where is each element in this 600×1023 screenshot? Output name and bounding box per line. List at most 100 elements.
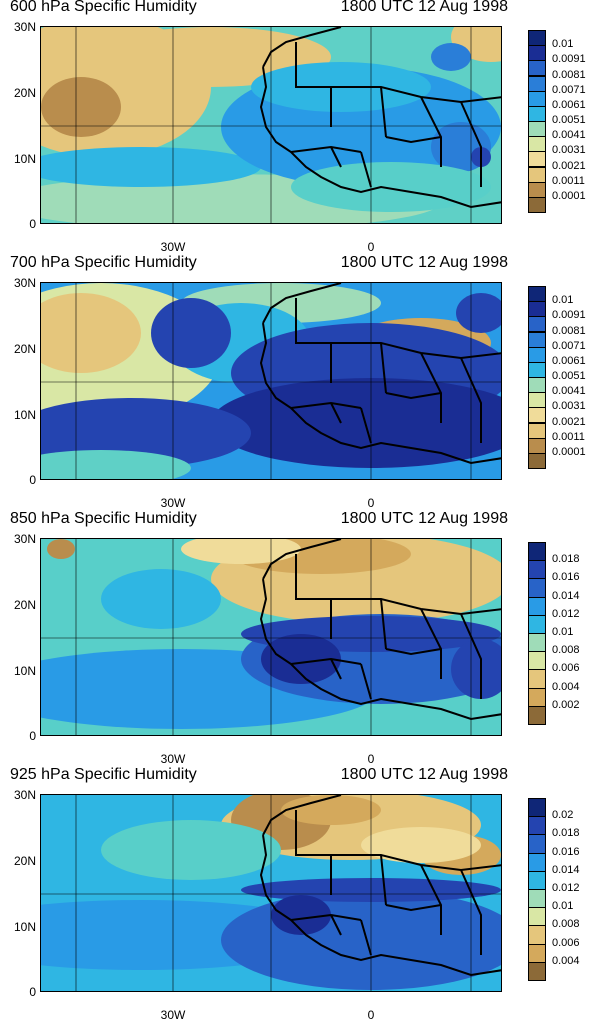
colorbar-swatch bbox=[528, 870, 546, 890]
colorbar-label: 0.01 bbox=[552, 626, 574, 638]
map-svg bbox=[41, 27, 501, 223]
colorbar-swatch bbox=[528, 834, 546, 854]
colorbar-label: 0.014 bbox=[552, 589, 580, 602]
ylabel-10n: 10N bbox=[13, 920, 36, 934]
colorbar-label: 0.016 bbox=[552, 845, 580, 858]
colorbar-label: 0.0011 bbox=[552, 174, 585, 187]
colorbar-swatch bbox=[528, 346, 546, 363]
colorbar-swatch bbox=[528, 560, 546, 580]
colorbar-label: 0.016 bbox=[552, 571, 580, 584]
xlabel-0: 0 bbox=[367, 1008, 375, 1022]
colorbar-label: 0.0001 bbox=[552, 189, 586, 202]
colorbar-label: 0.012 bbox=[552, 607, 580, 620]
panel-time: 1800 UTC 12 Aug 1998 bbox=[340, 0, 508, 15]
colorbar-label: 0.0031 bbox=[552, 400, 586, 413]
xlabel-0: 0 bbox=[367, 752, 375, 766]
colorbar-swatch bbox=[528, 377, 546, 394]
colorbar-swatch bbox=[528, 166, 546, 183]
colorbar-swatch bbox=[528, 889, 546, 909]
panel-700hpa: 700 hPa Specific Humidity 1800 UTC 12 Au… bbox=[0, 254, 600, 511]
colorbar-swatch bbox=[528, 452, 546, 469]
ylabel-30n: 30N bbox=[13, 788, 36, 802]
colorbar-label: 0.008 bbox=[552, 918, 580, 931]
colorbar-swatch bbox=[528, 105, 546, 122]
colorbar-label: 0.0091 bbox=[552, 53, 586, 66]
colorbar-label: 0.008 bbox=[552, 644, 580, 657]
ylabel-10n: 10N bbox=[13, 664, 36, 678]
colorbar-swatch bbox=[528, 331, 546, 348]
colorbar-swatch bbox=[528, 816, 546, 836]
colorbar-swatch bbox=[528, 596, 546, 616]
map-plot[interactable] bbox=[40, 794, 502, 992]
colorbar-label: 0.0081 bbox=[552, 324, 586, 337]
colorbar-swatch bbox=[528, 90, 546, 107]
panel-title: 600 hPa Specific Humidity bbox=[10, 0, 197, 15]
xlabel-30w: 30W bbox=[160, 240, 186, 254]
colorbar-swatch bbox=[528, 422, 546, 439]
xlabel-30w: 30W bbox=[160, 752, 186, 766]
colorbar-swatch bbox=[528, 407, 546, 424]
colorbar-swatch bbox=[528, 705, 546, 725]
ylabel-20n: 20N bbox=[13, 342, 36, 356]
colorbar-label: 0.01 bbox=[552, 38, 574, 51]
colorbar-label: 0.0061 bbox=[552, 354, 586, 367]
colorbar-label: 0.018 bbox=[552, 553, 580, 566]
colorbar-swatch bbox=[528, 925, 546, 945]
colorbar-label: 0.0081 bbox=[552, 68, 586, 81]
colorbar-label: 0.0051 bbox=[552, 370, 586, 382]
map-svg bbox=[41, 539, 501, 735]
colorbar-swatch bbox=[528, 286, 546, 303]
ylabel-30n: 30N bbox=[13, 20, 36, 34]
map-plot[interactable] bbox=[40, 26, 502, 224]
colorbar-label: 0.0071 bbox=[552, 339, 586, 352]
colorbar-swatch bbox=[528, 437, 546, 454]
ylabel-10n: 10N bbox=[13, 408, 36, 422]
colorbar-swatch bbox=[528, 181, 546, 198]
colorbar-swatch bbox=[528, 578, 546, 598]
panel-time: 1800 UTC 12 Aug 1998 bbox=[340, 254, 508, 271]
colorbar-swatch bbox=[528, 196, 546, 213]
colorbar-label: 0.006 bbox=[552, 936, 580, 949]
colorbar-label: 0.01 bbox=[552, 900, 574, 913]
colorbar-swatch bbox=[528, 301, 546, 318]
colorbar-swatch bbox=[528, 687, 546, 707]
colorbar-swatch bbox=[528, 45, 546, 62]
xlabel-30w: 30W bbox=[160, 496, 186, 510]
colorbar-swatch bbox=[528, 121, 546, 138]
xlabel-0: 0 bbox=[367, 240, 375, 254]
colorbar-swatch bbox=[528, 151, 546, 168]
ylabel-0: 0 bbox=[29, 985, 36, 999]
colorbar-swatch bbox=[528, 392, 546, 409]
colorbar-label: 0.004 bbox=[552, 954, 580, 967]
ylabel-0: 0 bbox=[29, 217, 36, 231]
panel-title: 700 hPa Specific Humidity bbox=[10, 254, 197, 271]
ylabel-20n: 20N bbox=[13, 598, 36, 612]
colorbar-swatch bbox=[528, 361, 546, 378]
colorbar-swatch bbox=[528, 852, 546, 872]
colorbar-label: 0.014 bbox=[552, 863, 580, 876]
ylabel-30n: 30N bbox=[13, 276, 36, 290]
colorbar-label: 0.01 bbox=[552, 294, 574, 307]
colorbar-swatch bbox=[528, 614, 546, 634]
colorbar-label: 0.0071 bbox=[552, 83, 586, 96]
colorbar-label: 0.0021 bbox=[552, 159, 586, 172]
colorbar-swatch bbox=[528, 943, 546, 963]
panel-title: 925 hPa Specific Humidity bbox=[10, 766, 197, 783]
colorbar-swatch bbox=[528, 60, 546, 77]
colorbar-label: 0.02 bbox=[552, 809, 574, 822]
colorbar-label: 0.018 bbox=[552, 827, 580, 840]
panel-600hpa: 600 hPa Specific Humidity 1800 UTC 12 Au… bbox=[0, 0, 600, 255]
panel-title: 850 hPa Specific Humidity bbox=[10, 510, 197, 527]
ylabel-20n: 20N bbox=[13, 86, 36, 100]
map-plot[interactable] bbox=[40, 282, 502, 480]
colorbar-swatch bbox=[528, 542, 546, 562]
colorbar-swatch bbox=[528, 961, 546, 981]
ylabel-0: 0 bbox=[29, 473, 36, 487]
colorbar-label: 0.0051 bbox=[552, 114, 586, 126]
colorbar-label: 0.0041 bbox=[552, 385, 586, 398]
ylabel-30n: 30N bbox=[13, 532, 36, 546]
colorbar-label: 0.0041 bbox=[552, 129, 586, 142]
map-svg bbox=[41, 795, 501, 991]
colorbar-swatch bbox=[528, 136, 546, 153]
map-plot[interactable] bbox=[40, 538, 502, 736]
